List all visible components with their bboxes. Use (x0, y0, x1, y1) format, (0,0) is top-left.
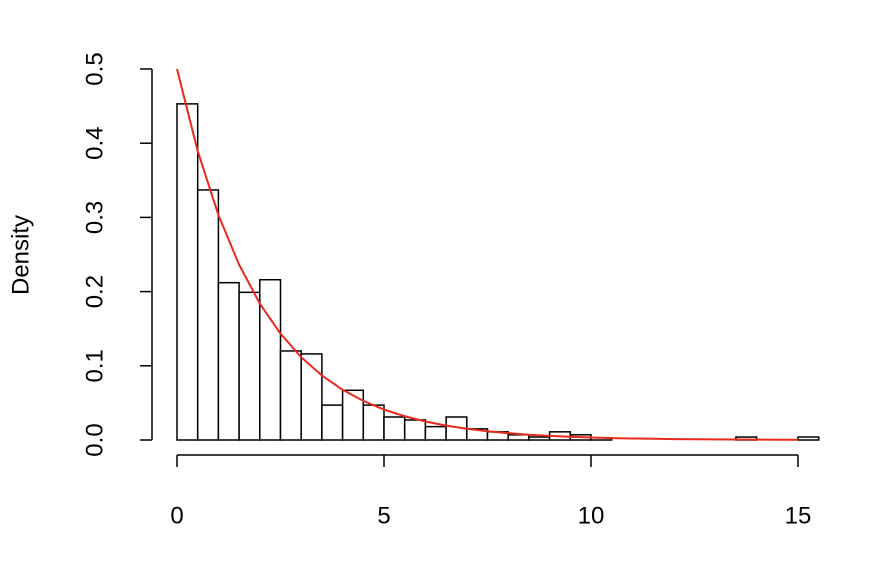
y-tick-label: 0.2 (81, 275, 108, 308)
x-tick-label: 10 (578, 502, 605, 529)
y-tick-label: 0.3 (81, 201, 108, 234)
x-tick-label: 15 (785, 502, 812, 529)
bar (362, 404, 385, 441)
bar (383, 416, 406, 441)
x-tick-label: 0 (170, 502, 183, 529)
y-tick-label: 0.4 (81, 127, 108, 160)
bar (403, 419, 427, 441)
bar (300, 353, 323, 441)
bar (176, 103, 199, 441)
bar (424, 425, 447, 441)
y-tick-label: 0.5 (81, 52, 108, 85)
bar (797, 436, 820, 441)
y-axis-label: Density (7, 215, 34, 295)
bar (196, 189, 220, 441)
bar (279, 350, 302, 441)
y-tick-label: 0.0 (81, 423, 108, 456)
bar (507, 434, 530, 441)
bar (217, 281, 240, 441)
bar (238, 291, 261, 441)
density-curve (176, 68, 799, 441)
x-tick-label: 5 (377, 502, 390, 529)
bar (341, 389, 365, 441)
bar (321, 404, 344, 441)
bar (259, 278, 282, 441)
bar (528, 436, 551, 441)
y-tick-label: 0.1 (81, 349, 108, 382)
